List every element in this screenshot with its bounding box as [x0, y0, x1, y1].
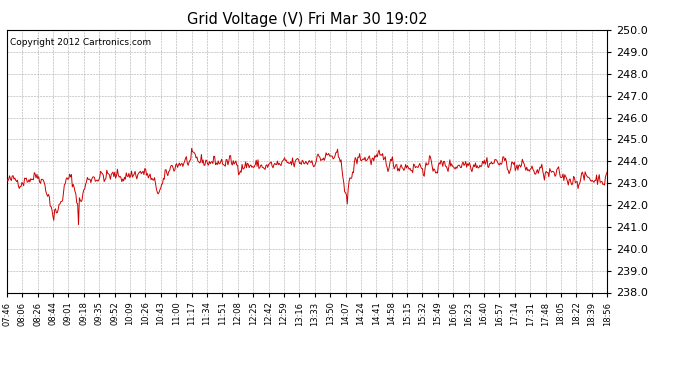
- Text: Copyright 2012 Cartronics.com: Copyright 2012 Cartronics.com: [10, 38, 151, 47]
- Title: Grid Voltage (V) Fri Mar 30 19:02: Grid Voltage (V) Fri Mar 30 19:02: [187, 12, 427, 27]
